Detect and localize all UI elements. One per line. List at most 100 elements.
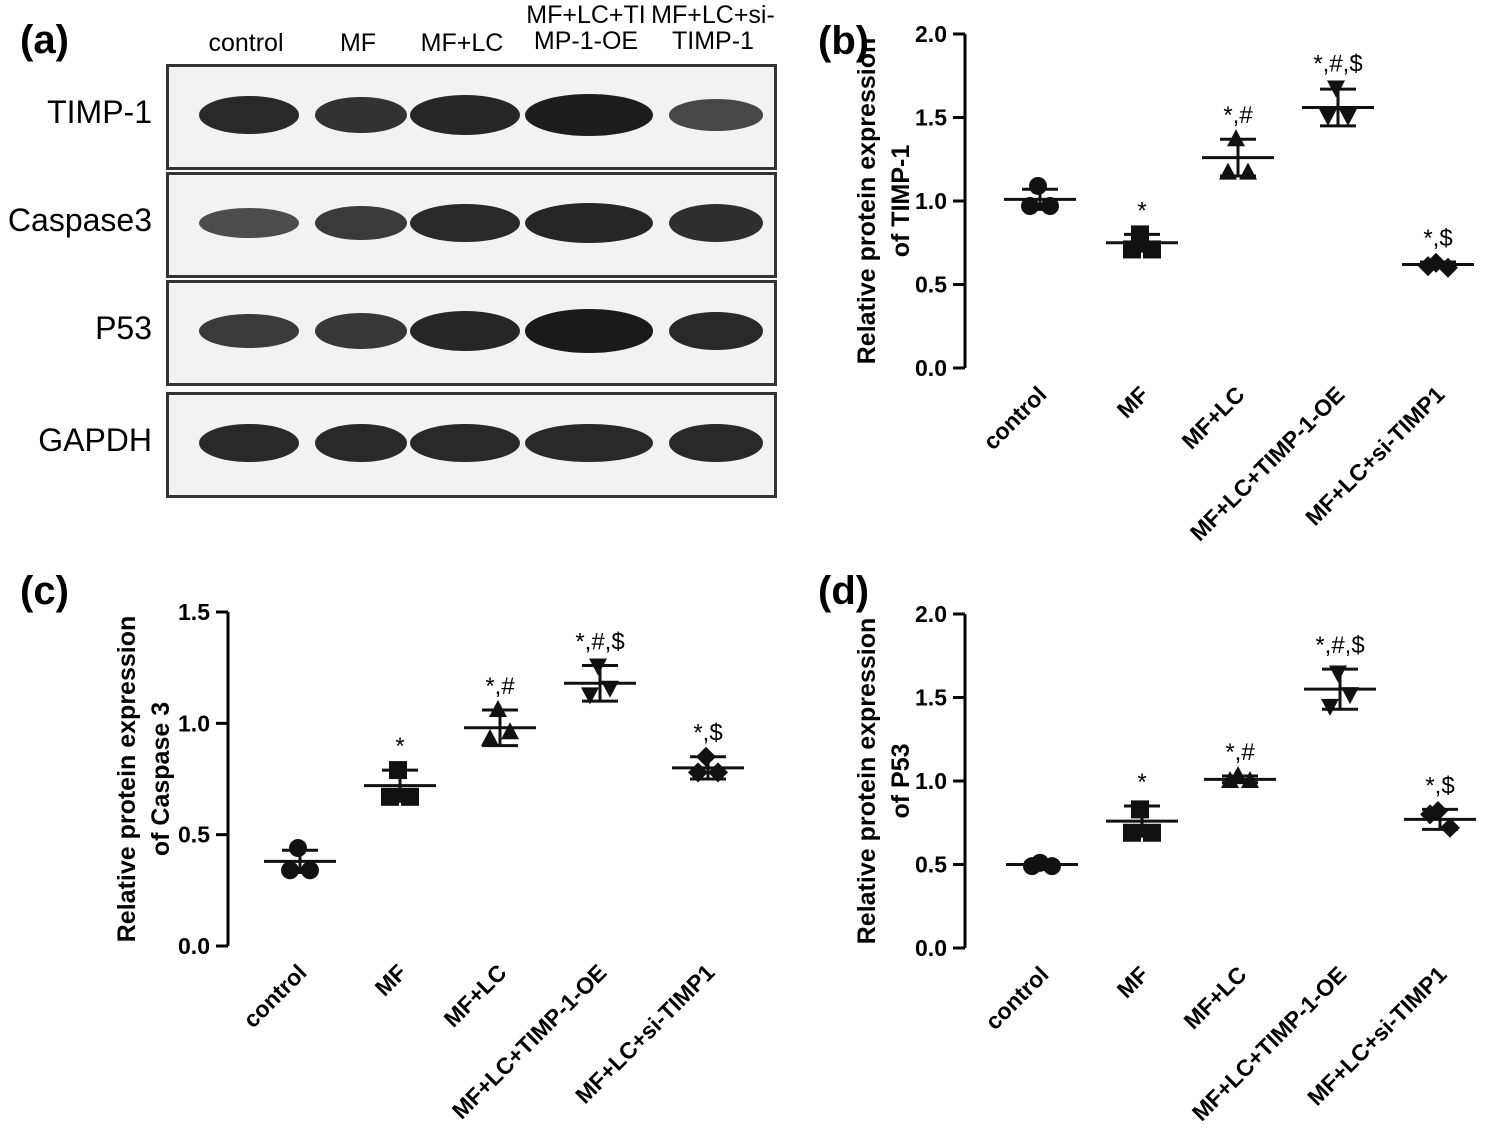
y-tick-label: 0.0 — [915, 935, 947, 961]
blot-strip-3 — [166, 392, 777, 498]
data-point-triangle-down — [1329, 665, 1347, 683]
y-tick-label: 1.5 — [915, 685, 947, 711]
blot-band — [410, 203, 520, 243]
lane-label-0: control — [208, 29, 284, 57]
data-point-diamond — [688, 762, 708, 783]
blot-band — [315, 313, 407, 349]
data-point-triangle-down — [1319, 108, 1337, 126]
blot-band — [199, 423, 299, 463]
data-point-triangle-up — [1241, 771, 1259, 788]
y-tick-label: 0.0 — [915, 355, 947, 381]
lane-label-3: MF+LC+TI MP-1-OE — [526, 1, 646, 55]
blot-band — [410, 311, 520, 351]
y-tick-label: 0.5 — [178, 822, 210, 848]
y-tick-label: 0.5 — [915, 852, 947, 878]
lane-label-1: MF — [339, 29, 377, 57]
x-category-label: control — [980, 961, 1054, 1035]
blot-band — [669, 423, 763, 463]
blot-band — [315, 423, 407, 463]
panel-letter: (b) — [818, 19, 869, 63]
data-point-diamond — [1438, 257, 1458, 278]
data-point-circle — [1029, 176, 1047, 195]
y-tick-label: 1.5 — [178, 599, 210, 625]
data-point-diamond — [1440, 817, 1460, 838]
data-point-square — [1123, 240, 1141, 259]
y-axis-label: of Caspase 3 — [147, 702, 175, 856]
data-point-diamond — [708, 762, 728, 783]
data-point-circle — [1021, 197, 1039, 216]
data-point-square — [1123, 823, 1141, 842]
data-point-triangle-up — [1219, 162, 1237, 180]
data-point-circle — [301, 861, 319, 880]
data-point-diamond — [1418, 256, 1438, 277]
y-tick-label: 1.0 — [178, 710, 210, 736]
blot-band — [199, 313, 299, 349]
significance-label: *,#,$ — [1313, 50, 1362, 77]
panel-a-letter: (a) — [20, 18, 69, 62]
data-point-square — [389, 761, 407, 780]
blot-band — [525, 93, 653, 137]
significance-label: *,# — [1225, 739, 1255, 766]
data-point-square — [381, 787, 399, 806]
lane-label-2: MF+LC — [420, 29, 504, 57]
blot-band — [525, 203, 653, 243]
blot-band — [669, 204, 763, 242]
x-category-label: MF+LC — [1178, 961, 1251, 1034]
data-point-square — [401, 787, 419, 806]
significance-label: *,#,$ — [1315, 632, 1364, 659]
data-point-square — [1131, 225, 1149, 244]
chart-c: (c) 0.0 0.5 1.0 1.5 Relative protein expressi… — [20, 569, 744, 1124]
panel-letter: (d) — [818, 569, 869, 613]
lane-label-4: MF+LC+si- TIMP-1 — [651, 1, 775, 55]
x-category-label: MF+LC — [1176, 381, 1249, 454]
x-category-label: MF+LC — [438, 959, 511, 1032]
data-point-circle — [1023, 857, 1041, 876]
blot-band — [199, 207, 299, 239]
y-tick-label: 1.5 — [915, 105, 947, 131]
y-axis-label: Relative protein expression — [853, 618, 881, 945]
data-point-square — [1131, 800, 1149, 819]
data-point-circle — [281, 861, 299, 880]
data-point-triangle-down — [1321, 698, 1339, 716]
blot-band — [315, 205, 407, 241]
x-category-label: control — [978, 381, 1052, 455]
y-axis-label: Relative protein expression — [113, 616, 141, 943]
data-point-triangle-up — [1221, 771, 1239, 788]
y-axis-label: of TIMP-1 — [887, 145, 915, 258]
blot-row-label-3: GAPDH — [38, 422, 152, 458]
data-point-square — [1143, 823, 1161, 842]
data-point-triangle-down — [1341, 687, 1359, 705]
blot-row-label-1: Caspase3 — [7, 202, 152, 238]
data-point-triangle-up — [1239, 162, 1257, 180]
y-tick-label: 1.0 — [915, 768, 947, 794]
significance-label: * — [1137, 769, 1146, 796]
chart-b: (b) 0.0 0.5 1.0 1.5 2.0 Relative protein expre… — [818, 19, 1474, 546]
y-tick-label: 0.0 — [178, 933, 210, 959]
x-category-label: MF — [1112, 381, 1154, 423]
blot-strip-1 — [166, 172, 777, 278]
y-tick-label: 1.0 — [915, 188, 947, 214]
data-point-triangle-up — [1227, 129, 1245, 147]
blot-band — [525, 309, 653, 353]
significance-label: *,$ — [1425, 772, 1454, 799]
y-axis-label: of P53 — [887, 743, 915, 818]
x-category-label: MF — [1112, 961, 1154, 1003]
data-point-diamond — [1420, 804, 1440, 825]
blot-row-label-0: TIMP-1 — [47, 94, 152, 130]
blot-band — [410, 95, 520, 135]
blot-band — [410, 423, 520, 463]
data-point-square — [1143, 240, 1161, 259]
data-point-triangle-down — [601, 680, 619, 698]
significance-label: *,$ — [1423, 225, 1452, 252]
blot-band — [315, 96, 407, 134]
y-tick-label: 2.0 — [915, 601, 947, 627]
data-point-circle — [289, 839, 307, 858]
y-tick-label: 0.5 — [915, 272, 947, 298]
significance-label: *,$ — [693, 720, 722, 747]
data-point-triangle-up — [501, 722, 519, 740]
data-point-circle — [1043, 857, 1061, 876]
data-point-triangle-down — [1339, 108, 1357, 126]
blot-band — [669, 99, 763, 131]
x-category-label: control — [238, 959, 312, 1033]
